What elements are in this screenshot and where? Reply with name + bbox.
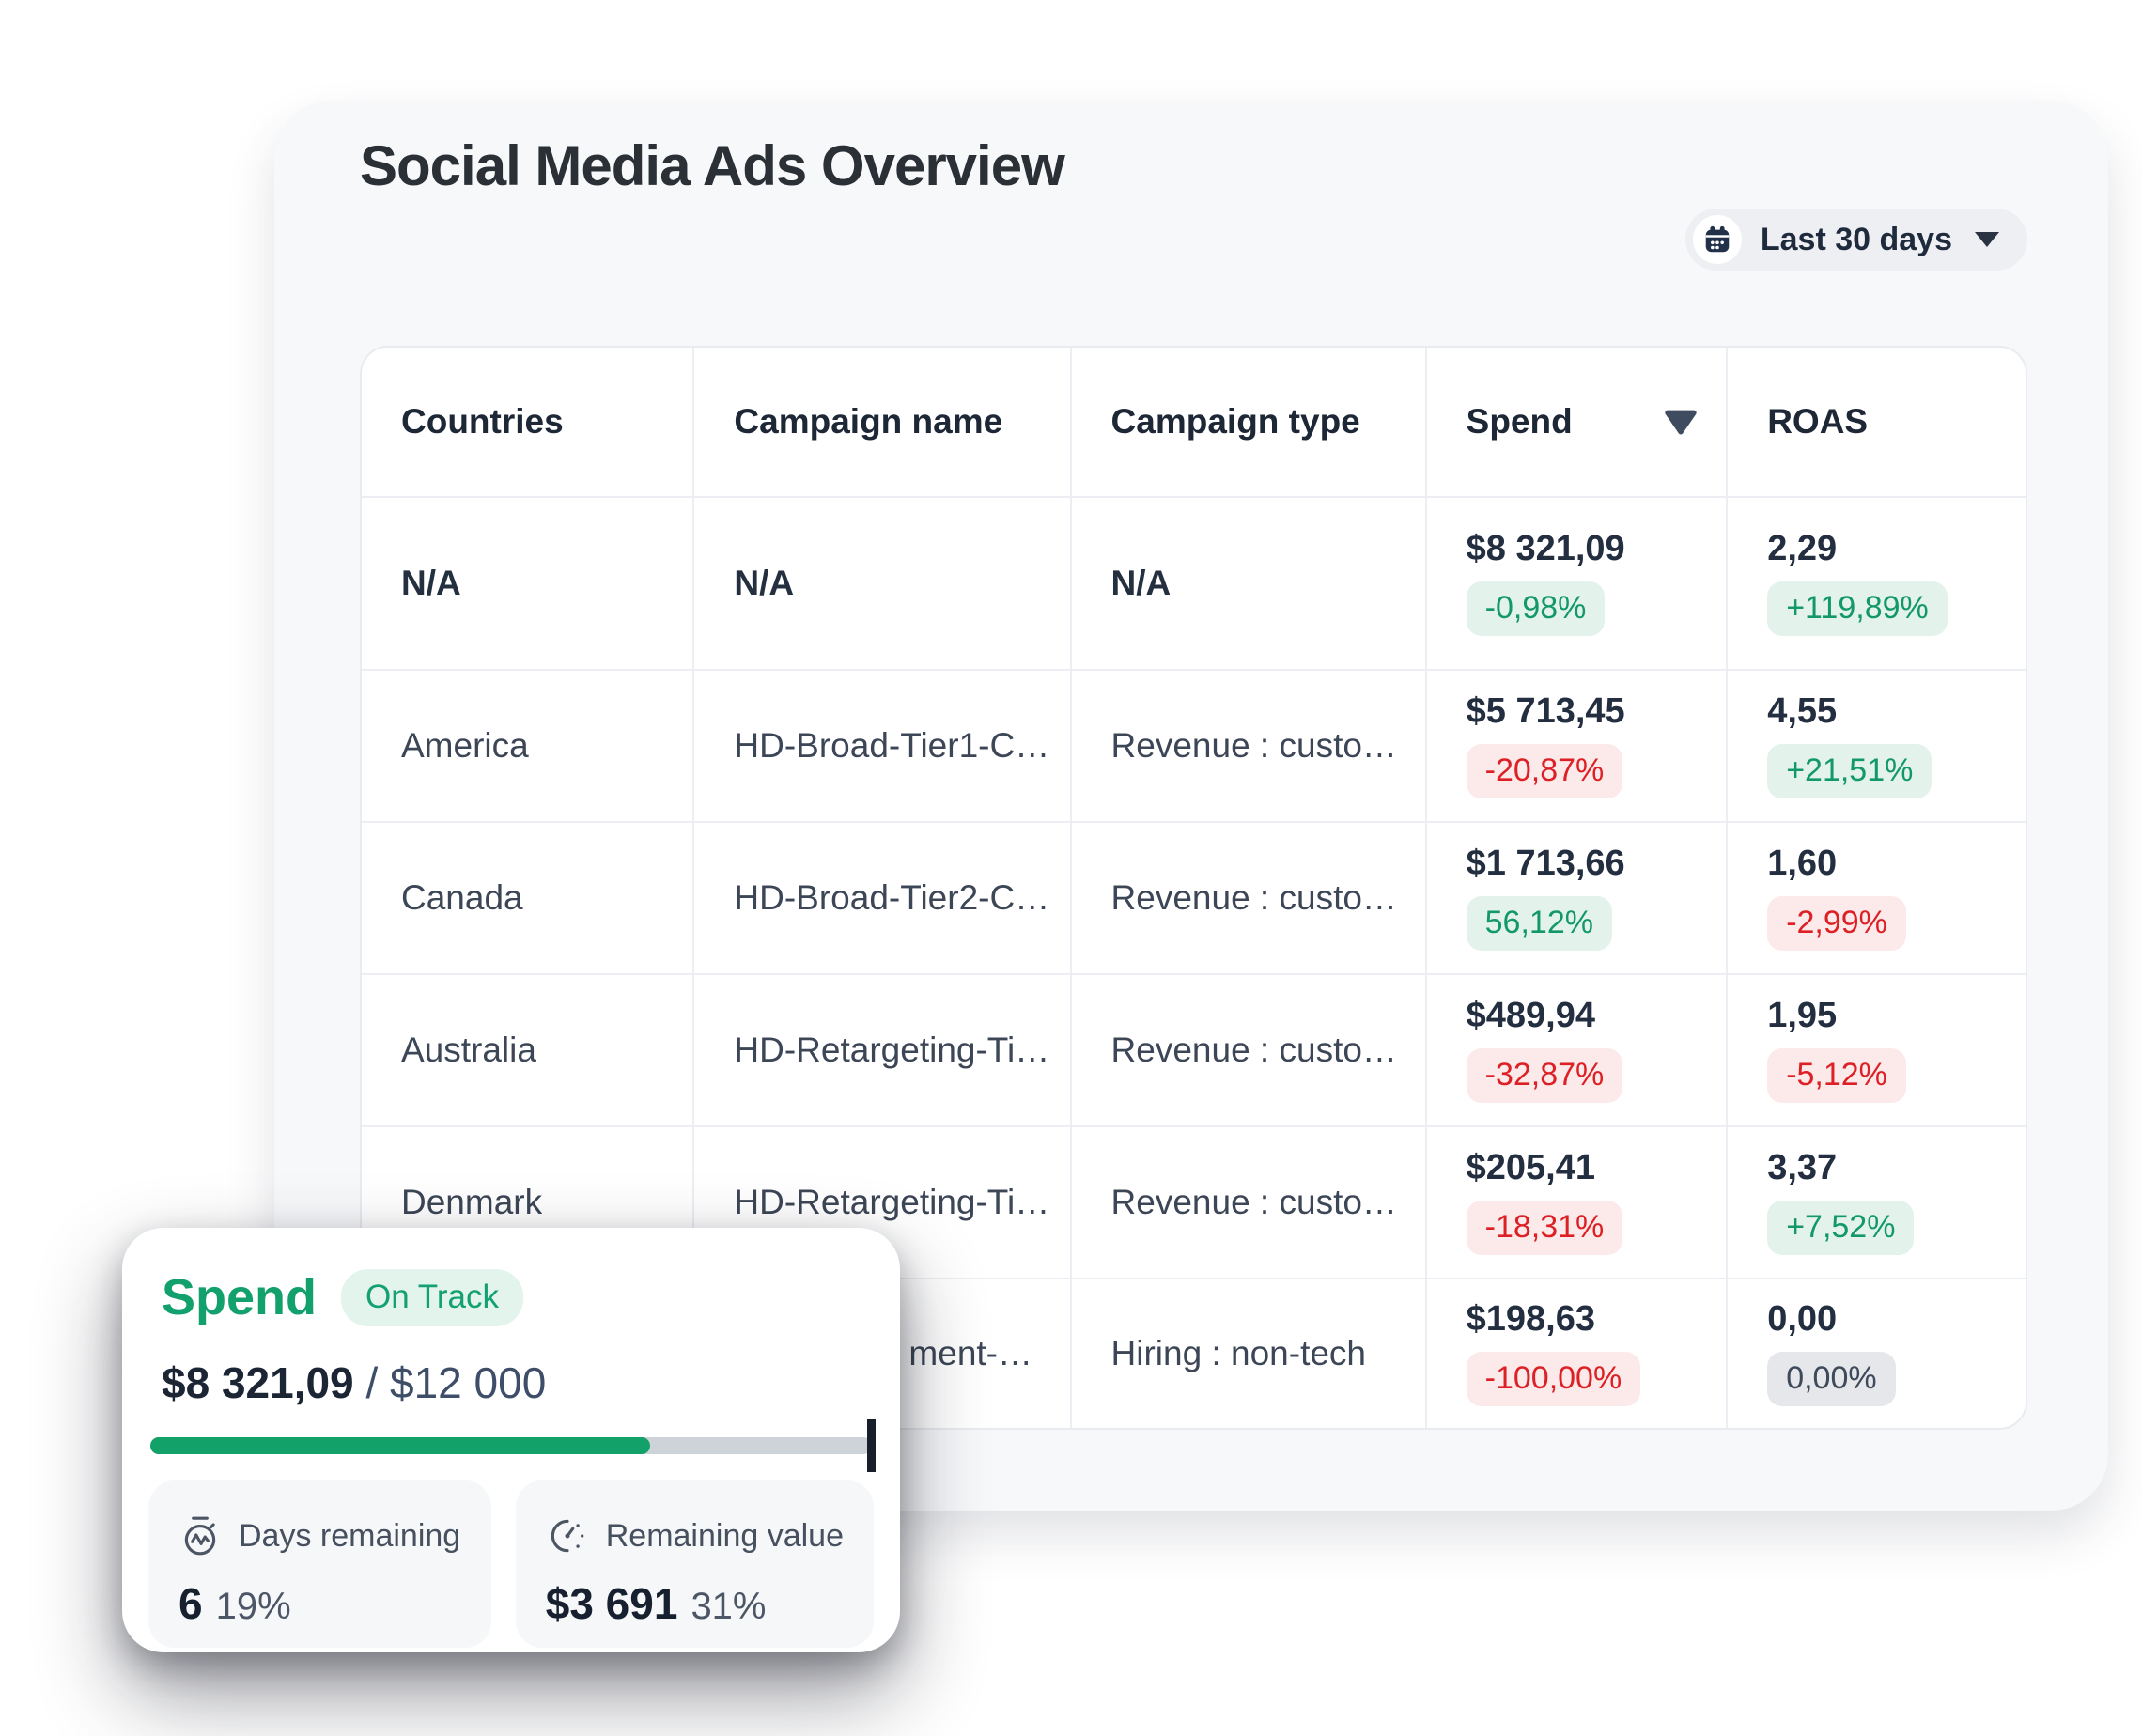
- cell-campaign-type: Hiring : non-tech: [1069, 1278, 1425, 1428]
- calendar-icon: [1705, 225, 1730, 253]
- column-header-spend[interactable]: Spend: [1424, 348, 1727, 496]
- metric-percent: 19%: [215, 1586, 291, 1628]
- cell-spend: $205,41 -18,31%: [1424, 1125, 1727, 1278]
- stopwatch-icon: [184, 1517, 216, 1556]
- metric-label: Remaining value: [605, 1517, 844, 1554]
- roas-change-badge: 0,00%: [1767, 1352, 1896, 1406]
- metric-percent: 31%: [691, 1586, 767, 1628]
- spend-change-badge: -20,87%: [1466, 744, 1623, 798]
- cell-roas: 1,60 -2,99%: [1726, 821, 2026, 973]
- spend-change-badge: -100,00%: [1466, 1352, 1641, 1406]
- cell-country: N/A: [362, 496, 693, 669]
- column-header-countries[interactable]: Countries: [401, 402, 564, 441]
- sort-desc-icon[interactable]: [1662, 409, 1700, 435]
- overview-card: Social Media Ads Overview Last 30 days: [274, 101, 2108, 1511]
- metric-value: 6: [178, 1579, 203, 1629]
- cell-campaign-name: HD-Retargeting-Ti…: [692, 1125, 1070, 1278]
- roas-change-badge: +21,51%: [1767, 744, 1932, 798]
- spend-change-badge: -32,87%: [1466, 1048, 1623, 1103]
- spend-goal-metrics: Days remaining 6 19%: [148, 1480, 874, 1649]
- cell-roas: 3,37 +7,52%: [1726, 1125, 2026, 1278]
- cell-campaign-type: Revenue : custo…: [1069, 669, 1425, 821]
- metric-remaining-value: Remaining value $3 691 31%: [515, 1480, 874, 1649]
- column-header-roas[interactable]: ROAS: [1726, 348, 2026, 496]
- cell-country: America: [362, 669, 693, 821]
- cell-country: Denmark: [362, 1125, 693, 1278]
- cell-country: Canada: [362, 821, 693, 973]
- spend-progress-bar: [150, 1419, 876, 1473]
- spend-goal-card: Spend On Track $8 321,09 / $12 000: [122, 1228, 900, 1652]
- campaigns-table: Countries Campaign name Campaign type Sp…: [360, 346, 2027, 1430]
- cell-country: Australia: [362, 973, 693, 1125]
- roas-change-badge: +7,52%: [1767, 1201, 1915, 1255]
- chevron-down-icon: [1975, 232, 1999, 247]
- metric-days-remaining: Days remaining 6 19%: [148, 1480, 491, 1649]
- cell-campaign-type: Revenue : custo…: [1069, 821, 1425, 973]
- cell-spend: $8 321,09 -0,98%: [1424, 496, 1727, 669]
- cell-campaign-type: Revenue : custo…: [1069, 1125, 1425, 1278]
- metric-label: Days remaining: [239, 1517, 461, 1554]
- cell-campaign-name: HD-Broad-Tier2-C…: [692, 821, 1070, 973]
- cell-spend: $198,63 -100,00%: [1424, 1278, 1727, 1428]
- spend-goal-header: Spend On Track: [162, 1269, 861, 1326]
- spend-goal-title: Spend: [162, 1269, 318, 1326]
- cell-campaign-type: N/A: [1069, 496, 1425, 669]
- spend-target-value: $12 000: [390, 1357, 547, 1407]
- cell-roas: 1,95 -5,12%: [1726, 973, 2026, 1125]
- page-title: Social Media Ads Overview: [360, 134, 1065, 197]
- cell-campaign-name: HD-Broad-Tier1-C…: [692, 669, 1070, 821]
- cell-spend: $489,94 -32,87%: [1424, 973, 1727, 1125]
- spend-change-badge: 56,12%: [1466, 896, 1612, 951]
- spend-amount-separator: /: [365, 1357, 379, 1407]
- status-badge: On Track: [341, 1269, 523, 1326]
- cell-roas: 0,00 0,00%: [1726, 1278, 2026, 1428]
- cell-spend: $1 713,66 56,12%: [1424, 821, 1727, 973]
- roas-change-badge: -5,12%: [1767, 1048, 1906, 1103]
- cell-spend: $5 713,45 -20,87%: [1424, 669, 1727, 821]
- roas-change-badge: +119,89%: [1767, 581, 1948, 636]
- cell-roas: 4,55 +21,51%: [1726, 669, 2026, 821]
- spend-current-value: $8 321,09: [162, 1357, 354, 1407]
- column-header-campaign-type[interactable]: Campaign type: [1069, 348, 1425, 496]
- dashed-clock-icon: [551, 1520, 584, 1553]
- progress-target-marker: [867, 1419, 876, 1473]
- cell-roas: 2,29 +119,89%: [1726, 496, 2026, 669]
- calendar-icon-wrap: [1692, 215, 1742, 264]
- date-range-label: Last 30 days: [1760, 221, 1952, 257]
- spend-goal-amount: $8 321,09 / $12 000: [162, 1358, 861, 1408]
- date-range-selector[interactable]: Last 30 days: [1684, 209, 2027, 271]
- cell-campaign-name: HD-Retargeting-Ti…: [692, 973, 1070, 1125]
- spend-change-badge: -18,31%: [1466, 1201, 1623, 1255]
- column-header-campaign-name[interactable]: Campaign name: [692, 348, 1069, 496]
- cell-campaign-name: N/A: [692, 496, 1070, 669]
- cell-campaign-type: Revenue : custo…: [1069, 973, 1425, 1125]
- metric-value: $3 691: [545, 1579, 678, 1629]
- progress-fill: [150, 1437, 651, 1455]
- spend-change-badge: -0,98%: [1466, 581, 1606, 636]
- roas-change-badge: -2,99%: [1767, 896, 1906, 951]
